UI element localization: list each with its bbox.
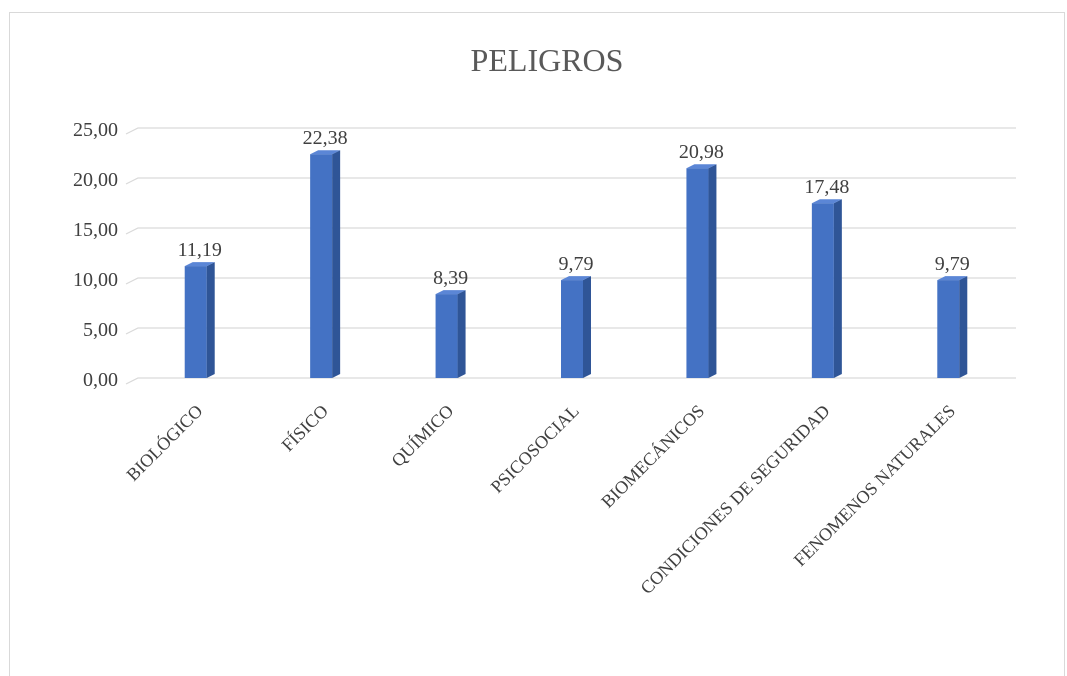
y-tick-label: 5,00 [83,319,118,341]
bar [686,164,717,378]
y-tick-label: 0,00 [83,369,118,391]
bar [561,276,591,378]
gridline [125,277,1016,285]
gridline [125,127,1016,135]
y-tick-label: 20,00 [73,169,118,191]
gridline [125,227,1016,235]
data-label: 17,48 [804,176,849,198]
gridline [125,377,1016,385]
x-tick-label: BIOMECÁNICOS [597,400,709,512]
x-tick-label: BIOLÓGICO [122,400,207,485]
gridline [125,327,1016,335]
gridline [125,177,1016,185]
bar [184,262,215,378]
data-label: 8,39 [433,267,468,289]
y-axis: 0,00 5,00 10,00 15,00 20,00 25,00 [73,119,118,391]
x-tick-label: QUÍMICO [387,400,458,471]
bar [811,199,842,378]
bar [435,290,466,378]
data-label: 9,79 [559,253,594,275]
y-tick-label: 10,00 [73,269,118,291]
y-tick-label: 15,00 [73,219,118,241]
y-tick-label: 25,00 [73,119,118,141]
gridlines [125,127,1016,385]
bars [184,150,968,378]
data-label: 20,98 [679,141,724,163]
x-tick-label: PSICOSOCIAL [487,401,583,497]
bar [310,150,341,378]
data-label: 11,19 [178,239,222,261]
data-labels: 11,19 22,38 8,39 9,79 20,98 17,48 9,79 [178,127,970,289]
x-axis: BIOLÓGICO FÍSICO QUÍMICO PSICOSOCIAL BIOMECÁ… [122,400,959,598]
data-label: 22,38 [303,127,348,149]
bar [937,276,968,378]
data-label: 9,79 [935,253,970,275]
chart-title: PELIGROS [471,42,624,78]
x-tick-label: FÍSICO [277,400,332,455]
